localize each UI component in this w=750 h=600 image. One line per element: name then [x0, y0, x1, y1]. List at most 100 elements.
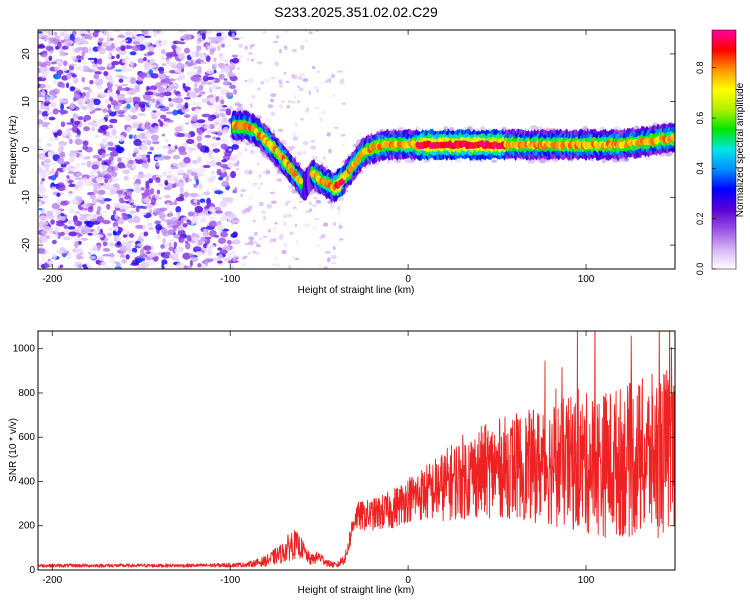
heatmap-cell — [223, 144, 229, 151]
heatmap-cell — [69, 175, 77, 179]
heatmap-cell — [201, 202, 206, 205]
heatmap-cell — [304, 109, 309, 114]
heatmap-cell — [77, 98, 86, 105]
heatmap-cell — [336, 196, 345, 202]
heatmap-cell — [99, 200, 106, 205]
heatmap-cell — [176, 94, 182, 97]
heatmap-cell — [180, 124, 185, 130]
heatmap-cell — [41, 255, 46, 262]
heatmap-cell — [232, 140, 242, 145]
heatmap-cell — [274, 222, 278, 225]
snr-y-ticks: 0 200 400 600 800 1000 — [13, 344, 675, 576]
heatmap-cell — [197, 199, 201, 206]
heatmap-cell — [232, 153, 239, 161]
heatmap-cell — [193, 167, 201, 174]
heatmap-cell — [277, 264, 281, 267]
heatmap-cell — [86, 35, 93, 40]
heatmap-cell — [214, 121, 220, 126]
heatmap-cell — [176, 103, 184, 110]
heatmap-cell — [45, 65, 50, 72]
heatmap-cell — [110, 38, 114, 41]
heatmap-cell — [326, 132, 331, 137]
heatmap-cell — [128, 85, 133, 89]
heatmap-cell — [227, 43, 232, 47]
heatmap-cell — [130, 115, 138, 120]
heatmap-cell — [102, 241, 108, 247]
heatmap-cell — [78, 154, 85, 158]
heatmap-cell — [128, 205, 134, 208]
heatmap-cell — [175, 47, 182, 55]
heatmap-cell — [74, 210, 81, 215]
heatmap-cell — [225, 175, 230, 182]
heatmap-cell — [143, 56, 147, 62]
heatmap-cell — [111, 128, 117, 136]
heatmap-cell — [260, 181, 263, 186]
heatmap-cell — [217, 247, 223, 251]
heatmap-cell — [214, 62, 218, 67]
heatmap-cell — [48, 137, 55, 142]
heatmap-cell — [304, 223, 311, 228]
heatmap-cell — [102, 248, 111, 252]
heatmap-cell — [236, 167, 240, 171]
heatmap-cell — [90, 126, 96, 132]
heatmap-cell — [107, 32, 112, 38]
heatmap-cell — [232, 256, 236, 262]
snr-series-line — [38, 331, 675, 568]
heatmap-cell — [97, 265, 101, 269]
heatmap-cell — [41, 194, 49, 199]
heatmap-cell — [146, 222, 153, 227]
heatmap-cell — [65, 82, 70, 89]
y-tick-label: 1000 — [13, 344, 36, 355]
heatmap-cell — [140, 41, 147, 45]
heatmap-cell — [125, 201, 129, 204]
heatmap-cell — [199, 53, 205, 61]
heatmap-cell — [167, 229, 176, 236]
heatmap-cell — [123, 175, 129, 181]
heatmap-cell — [222, 126, 229, 134]
heatmap-cell — [204, 259, 209, 267]
heatmap-cell — [218, 176, 224, 181]
heatmap-cell — [61, 67, 68, 72]
heatmap-cell — [185, 138, 195, 144]
heatmap-cell — [129, 51, 137, 56]
heatmap-cell — [126, 103, 131, 110]
heatmap-cell — [89, 79, 94, 85]
heatmap-cell — [196, 45, 202, 52]
heatmap-cell — [302, 78, 309, 82]
heatmap-cell — [38, 118, 44, 125]
heatmap-cell — [143, 245, 152, 251]
heatmap-cell — [93, 73, 100, 80]
heatmap-cell — [132, 216, 141, 224]
heatmap-cell — [92, 230, 98, 237]
heatmap-cell — [200, 264, 207, 269]
heatmap-cell — [277, 128, 284, 132]
heatmap-cell — [124, 116, 131, 121]
heatmap-cell — [338, 220, 341, 226]
heatmap-cell — [112, 209, 117, 216]
heatmap-cell — [161, 92, 170, 96]
heatmap-cell — [137, 174, 145, 179]
heatmap-cell — [246, 58, 250, 61]
heatmap-cell — [96, 225, 101, 232]
heatmap-cell — [266, 203, 273, 209]
heatmap-cell — [175, 62, 185, 70]
heatmap-cell — [48, 89, 58, 96]
heatmap-cell — [302, 141, 309, 146]
heatmap-cell — [111, 60, 120, 66]
heatmap-cell — [40, 180, 44, 186]
heatmap-cell — [236, 160, 240, 165]
heatmap-cell — [166, 182, 173, 187]
heatmap-cell — [75, 66, 81, 70]
heatmap-cell — [129, 210, 137, 214]
heatmap-cell — [141, 162, 147, 168]
heatmap-cell — [267, 104, 274, 109]
heatmap-cell — [76, 37, 81, 42]
heatmap-cell — [198, 213, 207, 217]
heatmap-cell — [51, 239, 57, 245]
heatmap-cell — [231, 255, 240, 259]
heatmap-cell — [244, 207, 251, 213]
heatmap-cell — [38, 152, 46, 160]
heatmap-cell — [164, 138, 169, 144]
heatmap-cell — [176, 132, 185, 138]
heatmap-cell — [323, 222, 329, 227]
